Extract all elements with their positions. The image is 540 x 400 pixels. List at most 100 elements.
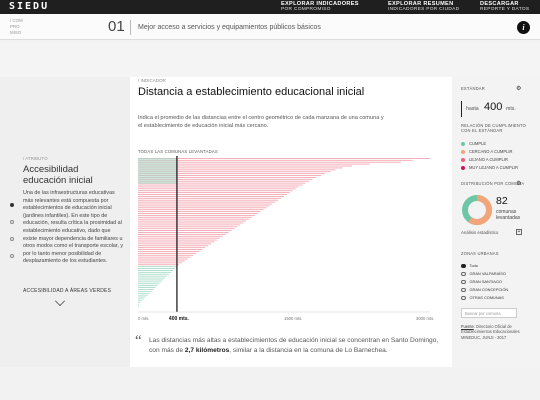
commune-bar[interactable] <box>138 169 336 171</box>
nav-descargar[interactable]: DESCARGAR REPORTE Y DATOS <box>480 1 529 13</box>
next-attribute-link[interactable]: ACCESIBILIDAD A ÁREAS VERDES <box>23 288 112 294</box>
commune-bar[interactable] <box>138 167 343 169</box>
commune-bar[interactable] <box>138 224 241 226</box>
commune-bar[interactable] <box>138 252 197 254</box>
commune-bar[interactable] <box>138 279 164 281</box>
commune-bar[interactable] <box>138 190 293 192</box>
commune-bar[interactable] <box>138 262 182 264</box>
commune-bar[interactable] <box>138 302 140 304</box>
brand-logo[interactable]: SIEDU <box>9 1 50 12</box>
commune-bar[interactable] <box>138 270 174 271</box>
commune-bar[interactable] <box>138 268 175 269</box>
commune-bar[interactable] <box>138 184 303 186</box>
commune-bar[interactable] <box>138 264 179 266</box>
commune-bar[interactable] <box>138 294 148 296</box>
commune-bar[interactable] <box>138 218 249 220</box>
commune-bar[interactable] <box>138 194 287 195</box>
commune-bar[interactable] <box>138 232 229 233</box>
commune-bar[interactable] <box>138 209 264 211</box>
gear-icon[interactable]: ⚙ <box>516 86 522 92</box>
commune-bar[interactable] <box>138 243 211 245</box>
commune-bar[interactable] <box>138 241 214 243</box>
commune-bar[interactable] <box>138 237 220 239</box>
commune-bar[interactable] <box>138 203 273 205</box>
commune-bar[interactable] <box>138 256 191 258</box>
commune-bar[interactable] <box>138 163 370 165</box>
commune-bar[interactable] <box>138 165 353 167</box>
quote-open-icon: “ <box>135 333 142 349</box>
commune-bar[interactable] <box>138 230 232 232</box>
analysis-link[interactable]: Análisis estadístico <box>461 230 499 235</box>
commune-bar[interactable] <box>138 260 185 262</box>
commune-bar[interactable] <box>138 180 310 182</box>
commune-bar[interactable] <box>138 201 276 203</box>
commune-bar[interactable] <box>138 214 255 216</box>
commune-bar[interactable] <box>138 228 235 230</box>
commune-bar[interactable] <box>138 296 146 298</box>
commune-bar[interactable] <box>138 233 226 235</box>
commune-bar[interactable] <box>138 287 156 288</box>
commune-bar[interactable] <box>138 222 244 224</box>
commune-bar[interactable] <box>138 207 267 209</box>
commune-bar[interactable] <box>138 254 194 256</box>
commune-bar[interactable] <box>138 251 200 252</box>
commune-bar[interactable] <box>138 173 325 175</box>
commune-bar[interactable] <box>138 220 247 222</box>
zone-option-concepcion[interactable]: GRAN CONCEPCIÓN <box>461 287 508 293</box>
info-icon[interactable]: i <box>517 21 530 34</box>
commune-bar[interactable] <box>138 271 172 273</box>
zone-option-todo[interactable]: Todo <box>461 263 478 269</box>
commune-bar[interactable] <box>138 216 252 218</box>
commune-bar[interactable] <box>138 195 284 197</box>
commune-bar[interactable] <box>138 277 166 279</box>
zone-label: GRAN SANTIAGO <box>469 279 502 284</box>
commune-bar[interactable] <box>138 161 401 163</box>
commune-bar[interactable] <box>138 275 168 277</box>
commune-bar[interactable] <box>138 304 139 306</box>
commune-bar[interactable] <box>138 235 223 237</box>
commune-bar[interactable] <box>138 300 142 302</box>
nav-explorar-indicadores[interactable]: EXPLORAR INDICADORES POR COMPROMISO <box>281 1 359 13</box>
commune-bar[interactable] <box>138 176 317 178</box>
commune-bar[interactable] <box>138 171 331 173</box>
gear-icon[interactable]: ⚙ <box>516 181 522 187</box>
commune-bar[interactable] <box>138 199 279 201</box>
pager-dot[interactable] <box>10 254 14 258</box>
commune-bar[interactable] <box>138 249 203 250</box>
nav-explorar-resumen[interactable]: EXPLORAR RESUMEN INDICADORES POR CIUDAD <box>388 1 459 13</box>
commune-bar[interactable] <box>138 182 306 184</box>
commune-bar[interactable] <box>138 197 282 199</box>
plus-icon[interactable]: + <box>516 229 522 235</box>
commune-bar[interactable] <box>138 285 158 287</box>
commune-bar[interactable] <box>138 290 152 292</box>
commune-bar[interactable] <box>138 245 209 247</box>
zone-option-santiago[interactable]: GRAN SANTIAGO <box>461 279 502 285</box>
commune-bar[interactable] <box>138 213 258 214</box>
commune-bar[interactable] <box>138 266 177 268</box>
commune-bar[interactable] <box>138 159 413 161</box>
commune-search-input[interactable]: Buscar por comuna <box>461 308 517 318</box>
commune-bar[interactable] <box>138 283 160 285</box>
commune-bar[interactable] <box>138 289 154 290</box>
commune-bar[interactable] <box>138 247 206 249</box>
pager-dot[interactable] <box>10 220 14 224</box>
commune-bar[interactable] <box>138 258 188 260</box>
zone-option-valparaiso[interactable]: GRAN VALPARAÍSO <box>461 271 506 277</box>
pager-dot[interactable] <box>10 237 14 241</box>
commune-bar[interactable] <box>138 226 238 228</box>
commune-bar[interactable] <box>138 192 290 194</box>
commune-bar[interactable] <box>138 158 430 159</box>
commune-bar[interactable] <box>138 306 139 307</box>
commune-bar[interactable] <box>138 186 299 188</box>
commune-bar[interactable] <box>138 281 162 283</box>
commune-bar[interactable] <box>138 273 170 275</box>
commune-bar[interactable] <box>138 211 261 213</box>
zone-option-otras[interactable]: OTRAS COMUNAS <box>461 295 504 301</box>
commune-bar[interactable] <box>138 188 296 190</box>
pager-dot[interactable] <box>10 203 14 207</box>
commune-bar[interactable] <box>138 292 150 294</box>
commune-bar[interactable] <box>138 178 313 180</box>
commune-bar[interactable] <box>138 175 321 176</box>
commune-bar[interactable] <box>138 205 270 207</box>
commune-bar[interactable] <box>138 298 144 300</box>
